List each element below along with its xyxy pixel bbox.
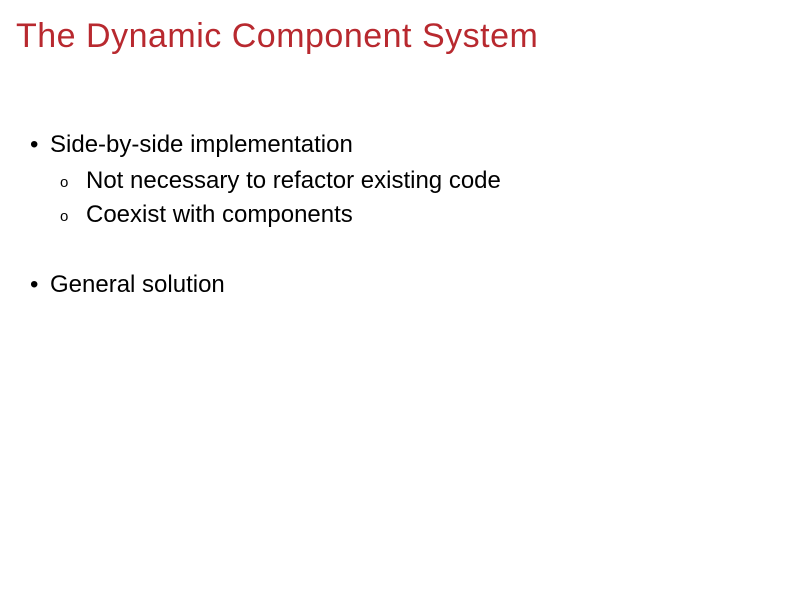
bullet-glyph-icon: •: [24, 269, 50, 301]
subbullet-item: o Not necessary to refactor existing cod…: [60, 165, 784, 199]
bullet-text: Side-by-side implementation: [50, 129, 353, 161]
bullet-item: • Side-by-side implementation: [24, 129, 784, 161]
subbullet-text: Not necessary to refactor existing code: [86, 165, 501, 197]
bullet-glyph-icon: •: [24, 129, 50, 161]
slide-title: The Dynamic Component System: [16, 18, 784, 55]
subbullet-text: Coexist with components: [86, 199, 353, 231]
subbullet-glyph-icon: o: [60, 199, 86, 233]
subbullet-item: o Coexist with components: [60, 199, 784, 233]
bullet-text: General solution: [50, 269, 225, 301]
slide-content: • Side-by-side implementation o Not nece…: [16, 129, 784, 301]
bullet-group: • General solution: [24, 269, 784, 301]
subbullet-glyph-icon: o: [60, 165, 86, 199]
bullet-item: • General solution: [24, 269, 784, 301]
bullet-group: • Side-by-side implementation o Not nece…: [24, 129, 784, 233]
slide: The Dynamic Component System • Side-by-s…: [0, 0, 800, 600]
